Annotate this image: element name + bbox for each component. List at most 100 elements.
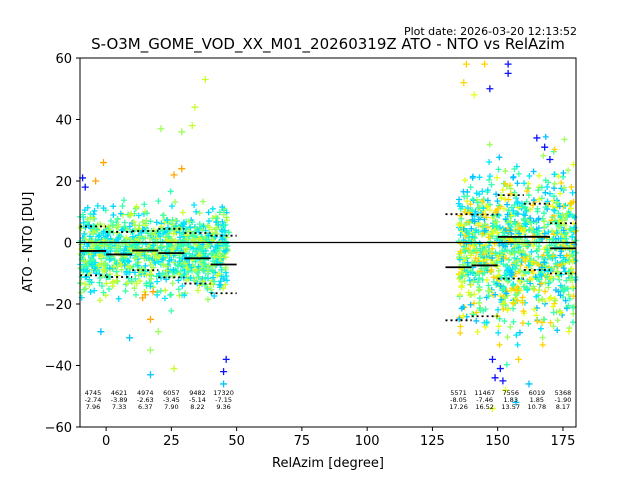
data-point (499, 247, 506, 254)
data-point (506, 182, 513, 189)
data-point (191, 233, 198, 240)
data-point (500, 306, 507, 313)
data-point (503, 262, 510, 269)
data-point (560, 170, 567, 177)
data-point (223, 273, 230, 280)
data-point (569, 304, 576, 311)
data-point (491, 240, 498, 247)
data-point (473, 190, 480, 197)
data-point (211, 253, 218, 260)
data-point (512, 398, 520, 406)
data-point (210, 268, 217, 275)
data-point (136, 222, 143, 229)
data-point (202, 247, 209, 254)
data-point (476, 305, 483, 312)
data-point (555, 173, 562, 180)
data-point (84, 216, 91, 223)
data-point (101, 238, 108, 245)
data-point (557, 190, 564, 197)
data-point (493, 280, 500, 287)
data-point (141, 201, 148, 208)
data-point (77, 289, 84, 296)
data-point (108, 245, 115, 252)
data-point (532, 273, 539, 280)
data-point (560, 227, 567, 234)
data-point (166, 242, 173, 249)
bin-mean-label: -1.90 (555, 396, 572, 404)
data-point (551, 300, 558, 307)
data-point (477, 268, 484, 275)
data-point (523, 221, 530, 228)
data-point (540, 252, 547, 259)
y-tick-label: −60 (45, 421, 72, 436)
data-point (165, 233, 172, 240)
data-point (156, 254, 163, 261)
data-point (567, 276, 574, 283)
data-point (86, 278, 93, 285)
data-point (504, 69, 512, 77)
data-point (139, 218, 146, 225)
data-point (543, 273, 550, 280)
data-point (516, 249, 523, 256)
data-point (563, 252, 570, 259)
data-point (200, 223, 207, 230)
data-point (110, 212, 117, 219)
data-point (545, 252, 552, 259)
data-point (496, 250, 503, 257)
data-point (220, 285, 227, 292)
data-point (85, 240, 92, 247)
data-point (212, 233, 219, 240)
data-point (147, 218, 154, 225)
data-point (474, 205, 481, 212)
data-point (546, 190, 553, 197)
data-point (563, 277, 570, 284)
data-point (544, 184, 551, 191)
data-point (519, 299, 526, 306)
data-point (161, 295, 168, 302)
data-point (170, 266, 177, 273)
data-point (468, 291, 475, 298)
data-point (225, 229, 232, 236)
data-point (563, 210, 570, 217)
data-point (157, 238, 164, 245)
data-point (535, 243, 542, 250)
data-point (175, 277, 182, 284)
data-point (540, 152, 547, 159)
data-point (82, 285, 89, 292)
data-point (499, 229, 506, 236)
data-point (561, 136, 568, 143)
x-tick-label: 25 (163, 434, 180, 449)
data-point (80, 219, 87, 226)
data-point (94, 244, 101, 251)
bin-std-label: 7.96 (86, 403, 100, 411)
data-point (222, 238, 229, 245)
data-point (510, 207, 517, 214)
data-point (535, 216, 542, 223)
data-point (562, 297, 569, 304)
data-point (170, 171, 178, 179)
data-point (500, 261, 507, 268)
data-point (559, 211, 566, 218)
data-point (558, 179, 565, 186)
data-point (523, 198, 530, 205)
data-point (110, 203, 117, 210)
data-point (93, 227, 100, 234)
data-point (101, 246, 108, 253)
data-point (118, 261, 125, 268)
data-point (524, 278, 531, 285)
data-point (146, 235, 153, 242)
data-point (105, 285, 112, 292)
data-point (209, 250, 216, 257)
data-point (545, 179, 552, 186)
data-point (553, 199, 560, 206)
bin-std-label: 16.52 (475, 403, 494, 411)
data-point (535, 253, 542, 260)
data-point (500, 283, 507, 290)
data-point (488, 181, 495, 188)
data-point (87, 251, 94, 258)
data-point (483, 247, 490, 254)
data-point (81, 263, 88, 270)
data-point (527, 280, 534, 287)
data-point (110, 222, 117, 229)
data-point (474, 258, 481, 265)
